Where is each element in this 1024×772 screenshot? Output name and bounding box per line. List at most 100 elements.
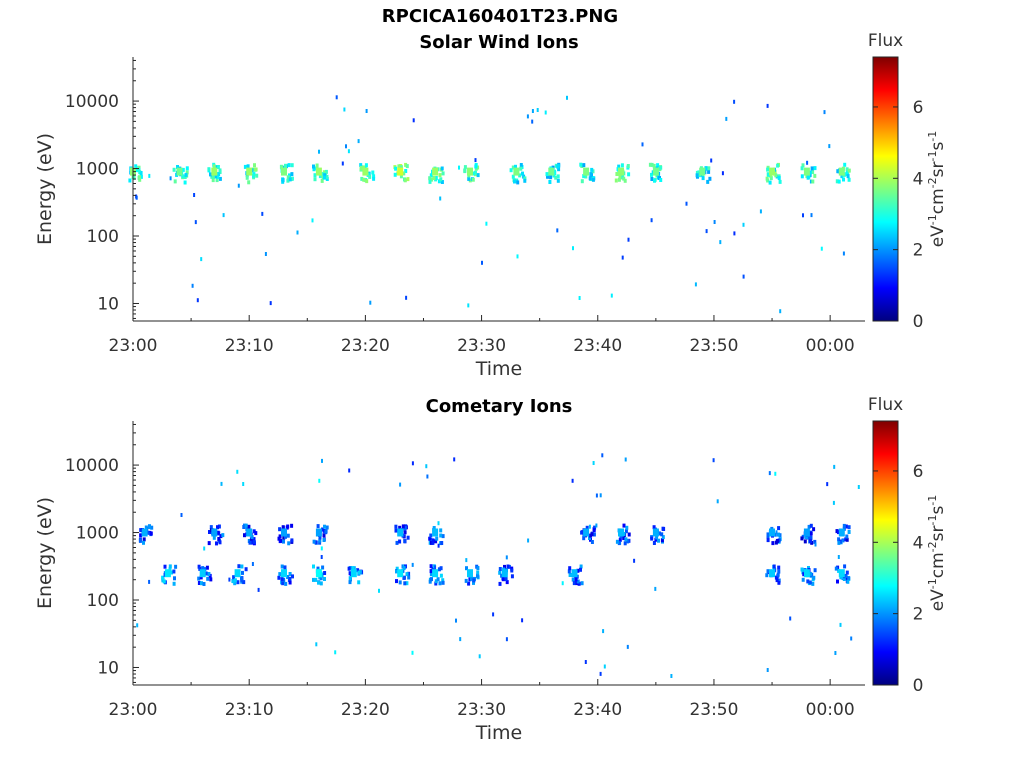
flux-pixel-core [501, 569, 508, 578]
flux-pixel-core [652, 528, 659, 537]
flux-pixel [217, 524, 221, 529]
flux-pixel [211, 178, 215, 183]
x-tick-label: 23:10 [225, 700, 274, 720]
flux-pixel [170, 570, 173, 575]
flux-pixel [318, 535, 322, 540]
flux-pixel [278, 534, 282, 539]
flux-pixel [249, 537, 253, 542]
flux-pixel [519, 163, 523, 167]
y-axis-label: Energy (eV) [34, 133, 56, 245]
flux-pixel [837, 179, 841, 184]
data-cluster [765, 564, 781, 585]
flux-pixel [437, 543, 440, 548]
flux-pixel [474, 164, 478, 169]
flux-pixel-core [164, 569, 171, 578]
flux-pixel [766, 178, 770, 183]
flux-pixel [322, 538, 326, 542]
flux-pixel [288, 576, 292, 581]
flux-pixel-core [246, 167, 253, 176]
flux-pixel [360, 176, 364, 181]
flux-pixel [567, 569, 571, 574]
flux-pixel [481, 260, 483, 265]
flux-pixel [319, 576, 323, 581]
flux-pixel [312, 539, 316, 544]
flux-pixel [146, 530, 150, 535]
flux-pixel [280, 577, 284, 582]
flux-pixel [243, 533, 246, 538]
flux-pixel [278, 527, 282, 532]
flux-pixel [250, 535, 254, 540]
flux-pixel [137, 175, 141, 180]
colorbar-gradient [872, 56, 899, 322]
x-axis-label: Time [475, 722, 523, 744]
flux-pixel [617, 177, 621, 182]
colorbar: Flux 0 2 4 6eV-1cm-2sr-1s-1 [868, 395, 948, 696]
flux-pixel [811, 170, 815, 174]
flux-pixel [437, 567, 441, 572]
flux-pixel [181, 174, 185, 179]
flux-pixel [766, 534, 770, 539]
flux-pixel [733, 99, 736, 104]
y-tick-label: 1000 [76, 160, 119, 180]
flux-pixel [584, 174, 588, 179]
flux-pixel [269, 301, 272, 306]
flux-pixel-core [432, 167, 439, 176]
flux-pixel [576, 579, 580, 584]
flux-pixel [523, 176, 527, 181]
flux-pixel [254, 167, 258, 172]
flux-pixel [572, 581, 576, 586]
flux-pixel [201, 566, 205, 571]
flux-pixel [627, 237, 630, 242]
flux-pixel [593, 525, 597, 530]
flux-pixel [325, 177, 329, 181]
flux-pixel [498, 581, 502, 586]
flux-pixel [467, 581, 471, 586]
flux-pixel [312, 564, 315, 569]
flux-pixel [595, 523, 598, 528]
flux-pixel [582, 174, 586, 179]
flux-pixel [318, 174, 322, 179]
flux-pixel [357, 580, 361, 585]
flux-pixel [163, 564, 167, 569]
flux-pixel [823, 110, 826, 115]
flux-pixel [707, 169, 711, 174]
flux-pixel [498, 567, 502, 571]
y-tick-label: 10 [97, 294, 119, 314]
flux-pixel [440, 180, 444, 184]
flux-pixel [398, 539, 402, 544]
flux-pixel [411, 461, 414, 466]
flux-pixel [622, 176, 626, 181]
flux-pixel [395, 569, 398, 574]
flux-pixel-core [397, 167, 404, 176]
flux-pixel [650, 172, 653, 177]
flux-pixel [694, 282, 697, 287]
flux-pixel [650, 177, 654, 181]
flux-pixel [603, 664, 606, 669]
flux-pixel [209, 577, 213, 582]
flux-pixel [324, 529, 328, 534]
flux-pixel [405, 295, 408, 300]
flux-pixel [845, 537, 849, 542]
flux-pixel [142, 537, 146, 542]
flux-pixel [398, 580, 402, 585]
flux-pixel [137, 165, 141, 170]
flux-pixel [590, 532, 594, 537]
flux-pixel [833, 464, 836, 469]
flux-pixel [589, 172, 593, 177]
flux-pixel [803, 539, 807, 544]
flux-pixel [139, 528, 143, 533]
flux-pixel [544, 110, 547, 115]
flux-pixel [650, 162, 654, 167]
flux-pixel [843, 162, 847, 167]
flux-pixel [802, 213, 804, 218]
data-cluster [695, 166, 712, 184]
flux-pixel [277, 536, 281, 541]
flux-pixel [287, 163, 291, 168]
flux-pixel [773, 532, 777, 537]
flux-pixel [546, 174, 550, 179]
flux-pixel [429, 564, 433, 569]
flux-pixel [206, 576, 210, 581]
flux-pixel-core [362, 167, 369, 176]
data-cluster [464, 564, 480, 586]
flux-pixel [847, 525, 851, 530]
